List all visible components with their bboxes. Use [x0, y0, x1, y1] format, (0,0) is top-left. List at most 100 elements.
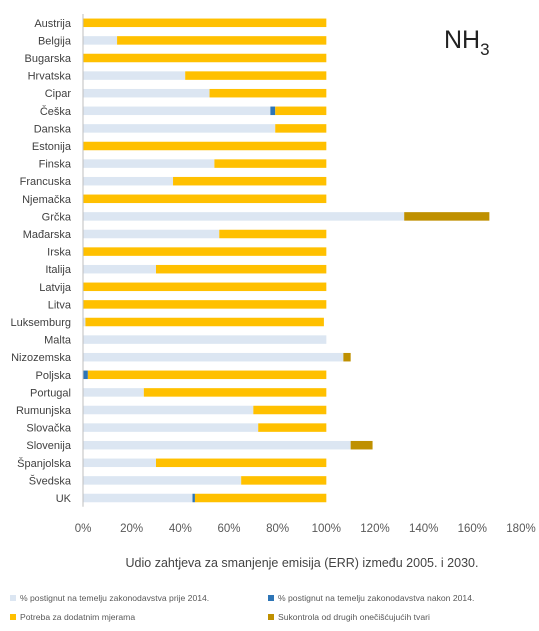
legend-swatch	[10, 614, 16, 620]
bar-segment	[343, 352, 351, 362]
x-tick-label: 100%	[312, 523, 341, 535]
bar-segment	[117, 36, 327, 45]
category-label: Danska	[34, 123, 72, 135]
bar-segment	[404, 212, 490, 221]
x-axis-title: Udio zahtjeva za smanjenje emisija (ERR)…	[126, 556, 479, 570]
annotation-main: NH	[444, 26, 480, 54]
category-labels: Austrija Belgija Bugarska Hrvatska Cipar Češk…	[10, 18, 71, 505]
x-tick-label: 140%	[409, 523, 438, 535]
bar-segment	[241, 476, 327, 485]
category-label: Slovenija	[26, 440, 72, 452]
bar-segment	[209, 88, 327, 98]
bar-segment	[214, 159, 327, 168]
bar-segment	[258, 423, 327, 432]
category-label: Malta	[44, 335, 72, 347]
x-tick-label: 80%	[266, 523, 289, 535]
bar-segment	[275, 124, 327, 133]
category-label: Cipar	[45, 88, 72, 100]
bar-segment	[350, 440, 373, 450]
category-label: Portugal	[30, 387, 71, 399]
bar-segment	[83, 440, 351, 450]
category-label: Mađarska	[23, 229, 72, 241]
bar-segment	[173, 176, 327, 186]
bar-segment	[83, 229, 220, 239]
category-label: Finska	[39, 159, 72, 171]
bar-segment	[156, 458, 327, 468]
category-label: Slovačka	[26, 423, 72, 435]
bar-segment	[253, 405, 327, 415]
bar-segment	[83, 212, 405, 221]
bar-segment	[87, 370, 327, 380]
bar-segment	[83, 458, 156, 468]
bar-segment	[192, 493, 195, 503]
category-label: Poljska	[36, 370, 72, 382]
bar-segment	[83, 282, 327, 292]
x-tick-label: 160%	[458, 523, 487, 535]
legend-label: % postignut na temelju zakonodavstva nak…	[278, 593, 474, 603]
bar-segment	[83, 53, 327, 63]
bar-segment	[83, 423, 259, 432]
legend-label: Potreba za dodatnim mjerama	[20, 612, 135, 622]
bar-segment	[83, 124, 276, 133]
bar-segment	[83, 36, 118, 45]
x-axis: 0% 20% 40% 60% 80% 100% 120% 140% 160% 180%	[75, 14, 536, 535]
legend-swatch	[268, 614, 274, 620]
category-label: Latvija	[39, 282, 72, 294]
category-label: Estonija	[32, 141, 72, 153]
category-label: Luksemburg	[10, 317, 71, 329]
annotation-subscript: 3	[480, 40, 489, 59]
bar-segment	[219, 229, 327, 239]
bar-segment	[83, 159, 215, 168]
bar-segment	[143, 388, 327, 397]
bar-segment	[83, 317, 86, 327]
category-label: Rumunjska	[16, 405, 72, 417]
bar-segment	[83, 264, 156, 274]
category-label: Hrvatska	[28, 71, 72, 83]
bar-segment	[83, 247, 327, 256]
category-label: Litva	[48, 299, 72, 311]
bar-segment	[83, 388, 144, 397]
bar-segment	[270, 106, 276, 116]
category-label: Grčka	[42, 211, 72, 223]
chart-annotation: NH3	[444, 26, 490, 59]
bar-segment	[83, 71, 186, 80]
bar-segment	[85, 317, 324, 327]
bar-segment	[194, 493, 327, 503]
bar-segment	[156, 264, 327, 274]
category-label: Bugarska	[25, 53, 72, 65]
bars	[83, 18, 490, 503]
category-label: Italija	[45, 264, 72, 276]
bar-segment	[83, 18, 327, 28]
legend-label: Sukontrola od drugih onečišćujućih tvari	[278, 612, 430, 622]
bar-segment	[275, 106, 327, 116]
bar-segment	[83, 141, 327, 151]
x-tick-label: 180%	[506, 523, 535, 535]
bar-segment	[83, 493, 193, 503]
bar-segment	[83, 106, 271, 116]
legend: % postignut na temelju zakonodavstva pri…	[10, 593, 474, 622]
x-tick-label: 20%	[120, 523, 143, 535]
x-tick-label: 120%	[360, 523, 389, 535]
bar-segment	[83, 476, 242, 485]
bar-segment	[83, 88, 210, 98]
bar-segment	[83, 370, 88, 380]
bar-segment	[83, 405, 254, 415]
bar-segment	[83, 176, 174, 186]
x-tick-label: 0%	[75, 523, 92, 535]
bar-segment	[83, 335, 327, 344]
category-label: Nizozemska	[11, 352, 72, 364]
category-label: Belgija	[38, 35, 72, 47]
category-label: Španjolska	[17, 457, 72, 470]
category-label: UK	[56, 493, 72, 505]
category-label: Njemačka	[22, 194, 72, 206]
legend-swatch	[10, 595, 16, 601]
category-label: Švedska	[29, 474, 72, 487]
legend-label: % postignut na temelju zakonodavstva pri…	[20, 593, 209, 603]
category-label: Austrija	[34, 18, 72, 30]
category-label: Češka	[40, 105, 72, 118]
x-tick-label: 60%	[217, 523, 240, 535]
category-label: Irska	[47, 247, 72, 259]
legend-swatch	[268, 595, 274, 601]
bar-segment	[83, 194, 327, 204]
